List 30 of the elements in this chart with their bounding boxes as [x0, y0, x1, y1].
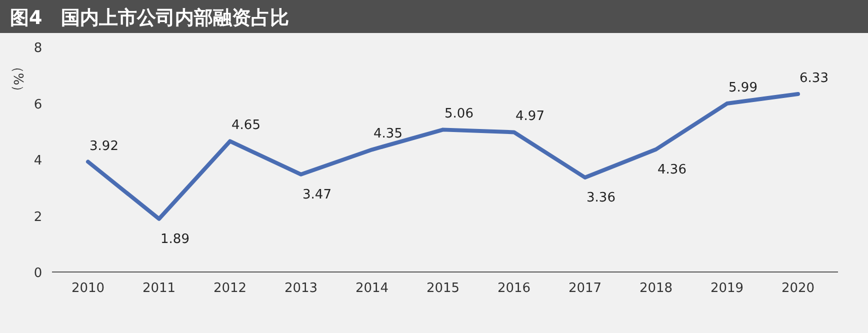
- data-label: 6.33: [800, 70, 828, 86]
- x-tick-label: 2010: [71, 281, 105, 296]
- y-tick-label: 2: [34, 210, 42, 225]
- data-label: 5.06: [444, 106, 474, 122]
- data-label: 4.35: [374, 126, 402, 142]
- data-label: 4.65: [232, 118, 260, 134]
- y-axis-title: （%）: [10, 60, 25, 98]
- data-label: 3.92: [90, 138, 118, 154]
- line-series: [86, 92, 800, 221]
- data-label: 1.89: [160, 232, 190, 247]
- data-label: 3.47: [302, 187, 332, 202]
- x-tick-label: 2020: [781, 281, 815, 296]
- x-tick-label: 2012: [213, 281, 247, 296]
- x-tick-label: 2017: [568, 281, 602, 296]
- x-tick-label: 2014: [355, 281, 389, 296]
- chart-title: 图4 国内上市公司内部融资占比: [10, 7, 290, 29]
- x-tick-label: 2018: [639, 281, 673, 296]
- y-tick-label: 6: [34, 97, 42, 112]
- y-tick-label: 4: [34, 154, 42, 168]
- x-tick-label: 2015: [426, 281, 460, 296]
- y-tick-label: 8: [34, 41, 42, 56]
- y-tick-label: 0: [34, 266, 42, 281]
- x-tick-label: 2013: [284, 281, 318, 296]
- data-label: 4.36: [658, 162, 686, 178]
- x-tick-label: 2011: [142, 281, 176, 296]
- x-tick-label: 2016: [497, 281, 531, 296]
- data-label: 5.99: [728, 80, 758, 96]
- data-label: 4.97: [516, 109, 544, 124]
- x-tick-label: 2019: [710, 281, 744, 296]
- data-label: 3.36: [586, 190, 616, 206]
